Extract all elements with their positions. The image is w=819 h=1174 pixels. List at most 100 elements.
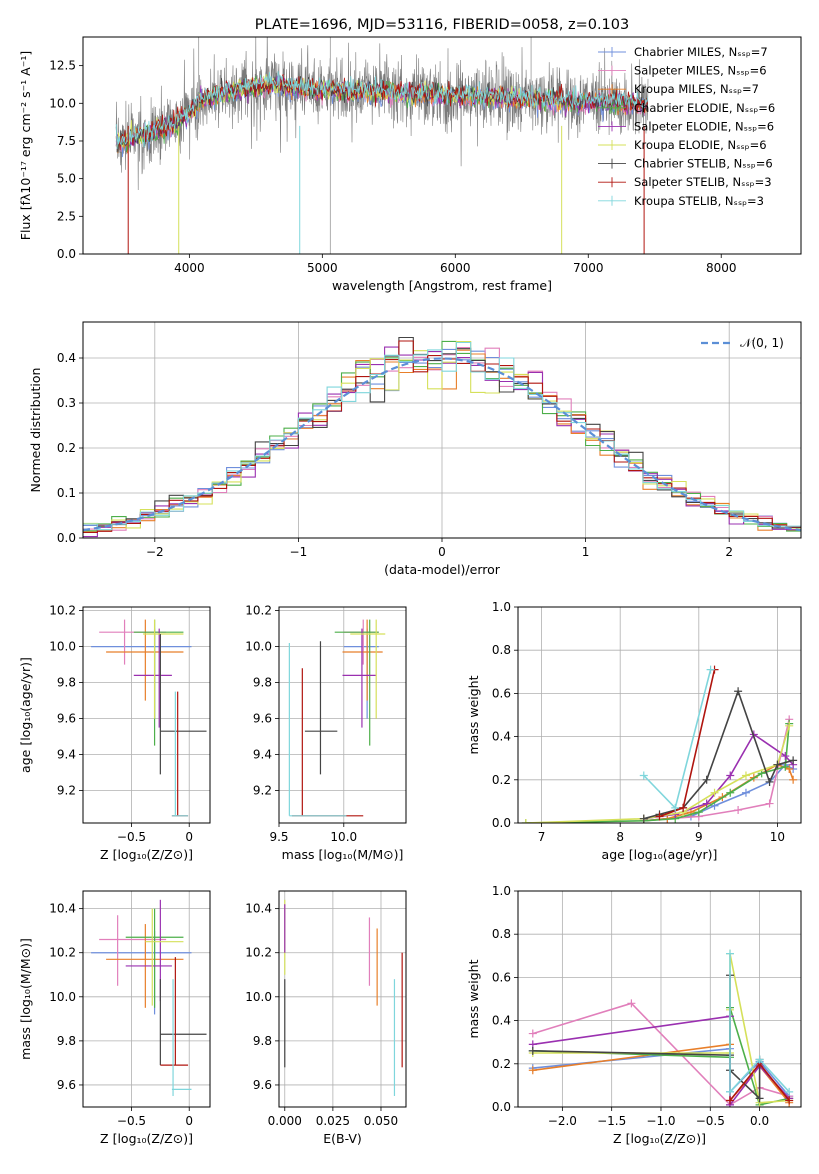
mass-vs-z-xtick-label: 0 <box>185 1114 193 1128</box>
spectrum-title: PLATE=1696, MJD=53116, FIBERID=0058, z=0… <box>255 17 629 33</box>
legend-label-salpeter_stelib: Salpeter STELIB, Nₛₛₚ=3 <box>634 175 772 189</box>
mass-weight-vs-z-chart: −2.0 −1.5 −1.0 −0.5 0.0 0.0 0.2 0.4 0.6 0.8 1.0 Z [… <box>466 884 802 1146</box>
series-point-chabrier_stelib <box>755 1094 764 1103</box>
mass-weight-vs-z-ylabel: mass weight <box>466 959 481 1038</box>
legend-label-chabrier_elodie: Chabrier ELODIE, Nₛₛₚ=6 <box>634 101 775 115</box>
series-point-kroupa_stelib <box>671 803 680 812</box>
residuals-ytick-label: 0.2 <box>57 441 76 455</box>
age-vs-mass-ytick-label: 10.0 <box>245 640 272 654</box>
age-vs-z-xlabel: Z [log₁₀(Z/Z⊙)] <box>100 847 193 862</box>
series-point-salpeter_stelib <box>655 812 664 821</box>
mass-weight-vs-z-ytick-label: 0.6 <box>492 970 511 984</box>
mass-vs-ebv-frame <box>278 890 407 1108</box>
legend-label-salpeter_miles: Salpeter MILES, Nₛₛₚ=6 <box>634 64 767 78</box>
age-vs-z-ytick-label: 9.8 <box>57 676 76 690</box>
mass-weight-vs-age-ytick-label: 0.0 <box>492 816 511 830</box>
mass-weight-vs-age-ytick-label: 0.6 <box>492 686 511 700</box>
mass-vs-ebv-xtick-label: 0.000 <box>268 1114 302 1128</box>
series-point-salpeter_stelib <box>726 1096 735 1105</box>
spectrum-chart: 4000 5000 6000 7000 8000 0.0 2.5 5.0 7.5 10.0 12.5… <box>18 17 802 293</box>
mass-vs-ebv-grid <box>279 891 406 1107</box>
mass-weight-vs-age-ytick-label: 0.2 <box>492 773 511 787</box>
series-point-kroupa_stelib <box>755 1055 764 1064</box>
spectrum-ytick-label: 12.5 <box>49 59 76 73</box>
residuals-legend: 𝒩(0, 1) <box>701 336 784 350</box>
age-vs-mass-ytick-label: 9.8 <box>253 676 272 690</box>
mass-weight-vs-age-xtick-label: 10 <box>770 830 785 844</box>
age-vs-z-xtick-label: −0.5 <box>117 830 146 844</box>
spectrum-xtick-label: 6000 <box>440 261 471 275</box>
residuals-ytick-label: 0.1 <box>57 486 76 500</box>
mass-vs-ebv-axes: 0.000 0.025 0.050 9.6 9.8 10.0 10.2 10.4 E(B-V) <box>245 890 407 1146</box>
spectrum-ytick-label: 2.5 <box>57 209 76 223</box>
residuals-ytick-label: 0.4 <box>57 351 76 365</box>
series-point-chabrier_elodie <box>726 788 735 797</box>
age-vs-z-ytick-label: 9.4 <box>57 748 76 762</box>
series-point-kroupa_stelib <box>726 1087 735 1096</box>
series-point-salpeter_miles <box>528 1029 537 1038</box>
residuals-ylabel: Normed distribution <box>28 368 43 493</box>
spectrum-legend: Chabrier MILES, Nₛₛₚ=7 Salpeter MILES, Nₛ… <box>598 45 775 208</box>
series-point-chabrier_stelib <box>702 775 711 784</box>
mass-weight-vs-z-ytick-label: 0.8 <box>492 927 511 941</box>
mass-weight-vs-z-xtick-label: −1.0 <box>646 1114 675 1128</box>
residuals-chart: −2 −1 0 1 2 0.0 0.1 0.2 0.3 0.4 (data-model)/error… <box>28 321 802 577</box>
mass-weight-vs-age-chart: 7 8 9 10 0.0 0.2 0.4 0.6 0.8 1.0 age [log₁₀(age/yr… <box>466 600 802 862</box>
mass-weight-vs-age-xtick-label: 8 <box>616 830 624 844</box>
series-point-chabrier_stelib <box>789 756 798 765</box>
residuals-ytick-label: 0.0 <box>57 531 76 545</box>
age-vs-z-axes: −0.5 0 9.2 9.4 9.6 9.8 10.0 10.2 Z [log₁₀(Z/Z⊙)]… <box>18 604 211 862</box>
mass-weight-vs-z-axes: −2.0 −1.5 −1.0 −0.5 0.0 0.0 0.2 0.4 0.6 0.8 1.0 Z [… <box>466 884 802 1146</box>
mass-vs-z-ytick-label: 9.8 <box>57 1034 76 1048</box>
age-vs-z-grid <box>83 607 210 823</box>
series-point-chabrier_miles <box>741 788 750 797</box>
legend-label-normal: 𝒩(0, 1) <box>740 336 784 350</box>
age-vs-mass-ytick-label: 9.6 <box>253 712 272 726</box>
residuals-xtick-label: −2 <box>146 545 164 559</box>
age-vs-mass-ytick-label: 9.2 <box>253 784 272 798</box>
residuals-xtick-label: 2 <box>725 545 733 559</box>
spectrum-ytick-label: 10.0 <box>49 96 76 110</box>
series-point-kroupa_stelib <box>726 949 735 958</box>
spectrum-ytick-label: 7.5 <box>57 134 76 148</box>
mass-weight-vs-z-xtick-label: 0.0 <box>750 1114 769 1128</box>
series-point-chabrier_stelib <box>528 1046 537 1055</box>
mass-vs-ebv-ytick-label: 10.2 <box>245 946 272 960</box>
mass-vs-z-xtick-label: −0.5 <box>117 1114 146 1128</box>
mass-vs-z-frame <box>82 890 211 1108</box>
age-vs-z-ytick-label: 10.2 <box>49 604 76 618</box>
mass-weight-vs-age-xlabel: age [log₁₀(age/yr)] <box>602 847 718 862</box>
spectrum-xtick-label: 5000 <box>307 261 338 275</box>
mass-weight-vs-z-xlabel: Z [log₁₀(Z/Z⊙)] <box>613 1131 706 1146</box>
mass-vs-ebv-ytick-label: 10.0 <box>245 990 272 1004</box>
mass-weight-vs-age-ytick-label: 0.4 <box>492 730 511 744</box>
mass-vs-ebv-ytick-label: 9.6 <box>253 1078 272 1092</box>
series-point-kroupa_stelib <box>639 771 648 780</box>
mass-vs-ebv-xtick-label: 0.025 <box>316 1114 350 1128</box>
legend-label-chabrier_stelib: Chabrier STELIB, Nₛₛₚ=6 <box>634 157 773 171</box>
series-point-salpeter_stelib <box>785 1096 794 1105</box>
normal-reference-curve <box>83 357 801 532</box>
series-point-chabrier_elodie <box>694 808 703 817</box>
mass-weight-vs-age-plot-area <box>521 665 798 823</box>
series-point-chabrier_elodie <box>781 762 790 771</box>
mass-vs-z-axes: −0.5 0 9.6 9.8 10.0 10.2 10.4 Z [log₁₀(Z/Z⊙)] ma… <box>18 890 211 1146</box>
legend-label-kroupa_elodie: Kroupa ELODIE, Nₛₛₚ=6 <box>634 138 767 152</box>
series-point-salpeter_stelib <box>679 803 688 812</box>
legend-label-salpeter_elodie: Salpeter ELODIE, Nₛₛₚ=6 <box>634 119 774 133</box>
residuals-xtick-label: 1 <box>582 545 590 559</box>
mass-weight-vs-age-axes: 7 8 9 10 0.0 0.2 0.4 0.6 0.8 1.0 age [log₁₀(age/yr… <box>466 600 802 862</box>
series-point-chabrier_stelib <box>734 687 743 696</box>
mass-weight-vs-age-xtick-label: 7 <box>538 830 546 844</box>
mass-weight-vs-z-frame <box>517 890 802 1108</box>
series-point-kroupa_elodie <box>710 788 719 797</box>
mass-vs-ebv-xlabel: E(B-V) <box>323 1131 362 1146</box>
series-line-chabrier_stelib <box>643 688 794 820</box>
series-point-chabrier_stelib <box>639 814 648 823</box>
series-line-chabrier_stelib <box>532 975 761 1101</box>
age-vs-z-ytick-label: 10.0 <box>49 640 76 654</box>
mass-weight-vs-z-ytick-label: 0.0 <box>492 1100 511 1114</box>
mass-weight-vs-age-ytick-label: 1.0 <box>492 600 511 614</box>
mass-vs-ebv-ytick-label: 10.4 <box>245 902 272 916</box>
